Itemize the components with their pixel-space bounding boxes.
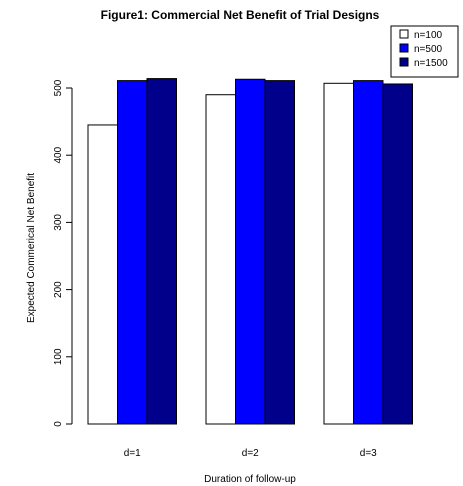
y-tick-label: 300 [53,214,64,231]
bar [117,80,148,425]
y-axis-label: Expected Commerical Net Benefit [26,173,37,323]
x-tick-label: d=1 [124,448,141,459]
y-axis: 0 100 200 300 400 500 [53,79,73,427]
y-tick-label: 0 [53,421,64,427]
legend-label: n=100 [414,30,443,41]
bar [323,82,354,425]
y-tick-label: 200 [53,281,64,298]
bar [205,94,236,425]
bars [87,78,413,425]
x-tick-label: d=2 [242,448,259,459]
bar [353,80,384,425]
bar [87,124,118,425]
bar [382,83,413,425]
legend-label: n=1500 [414,58,448,69]
x-tick-label: d=3 [360,448,377,459]
y-tick-label: 100 [53,348,64,365]
bar [146,78,177,425]
legend-label: n=500 [414,44,443,55]
y-tick-label: 500 [53,79,64,96]
legend-swatch [399,29,409,39]
bar [264,80,295,425]
legend-swatch [399,57,409,67]
y-tick-label: 400 [53,146,64,163]
legend-box [390,25,459,78]
legend-swatch [399,43,409,53]
bar [235,78,266,425]
x-tick-labels: d=1 d=2 d=3 [124,448,377,459]
x-axis-label: Duration of follow-up [204,474,296,485]
legend: n=100 n=500 n=1500 [390,25,459,78]
chart-title: Figure1: Commercial Net Benefit of Trial… [101,8,380,22]
